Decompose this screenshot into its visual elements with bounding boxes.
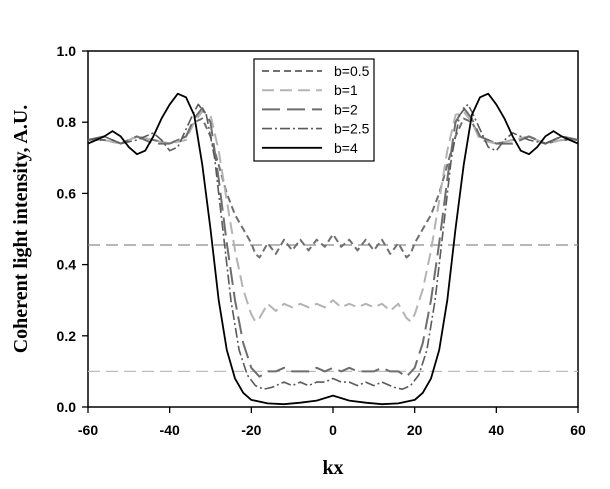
legend-label-3: b=2.5 <box>334 121 370 137</box>
x-tick-label: 20 <box>407 422 423 438</box>
legend-label-1: b=1 <box>334 82 358 98</box>
x-tick-label: 0 <box>329 422 337 438</box>
y-axis-title: Coherent light intensity, A.U. <box>10 105 32 354</box>
x-axis: -60 -40 -20 0 20 40 60 <box>78 407 586 438</box>
legend-label-4: b=4 <box>334 140 358 156</box>
series-line-0 <box>88 117 578 259</box>
x-tick-label: 60 <box>570 422 586 438</box>
x-tick-label: -60 <box>78 422 98 438</box>
legend-label-0: b=0.5 <box>334 63 370 79</box>
y-tick-label: 0.0 <box>57 399 77 415</box>
y-tick-label: 1.0 <box>57 43 77 59</box>
series-line-2 <box>87 107 579 378</box>
y-tick-label: 0.8 <box>57 114 77 130</box>
y-tick-label: 0.6 <box>57 185 77 201</box>
series-lines <box>87 92 579 406</box>
x-axis-title: kx <box>322 457 343 479</box>
x-tick-label: -40 <box>160 422 180 438</box>
y-tick-label: 0.4 <box>57 257 77 273</box>
legend-label-2: b=2 <box>334 101 358 117</box>
y-axis: 0.0 0.2 0.4 0.6 0.8 1.0 <box>57 43 88 415</box>
x-tick-label: -20 <box>241 422 261 438</box>
y-tick-label: 0.2 <box>57 328 77 344</box>
series-line-3 <box>87 103 579 390</box>
reference-lines <box>88 244 578 373</box>
series-line-4 <box>87 92 579 406</box>
x-tick-label: 40 <box>489 422 505 438</box>
legend: b=0.5 b=1 b=2 b=2.5 b=4 <box>253 58 375 162</box>
